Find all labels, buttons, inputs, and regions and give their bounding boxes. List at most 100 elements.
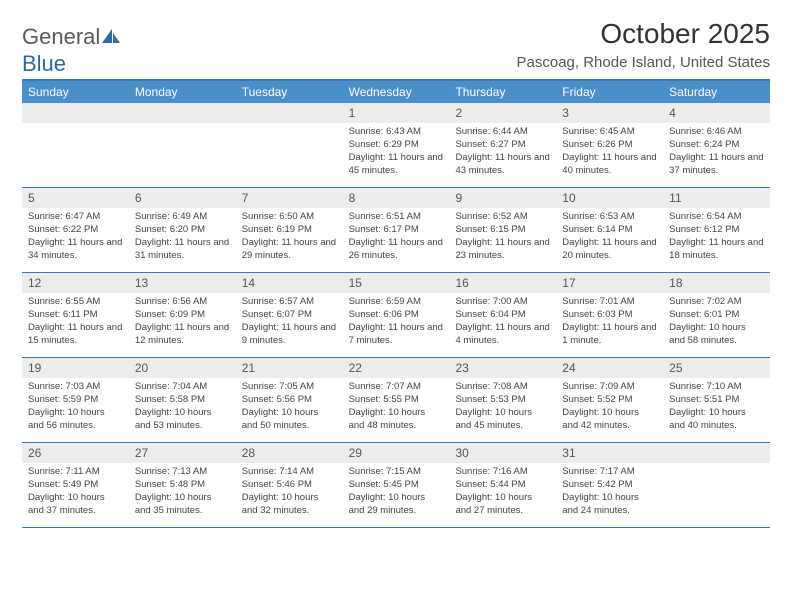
day-number: 5 <box>22 188 129 208</box>
cell-body: Sunrise: 7:02 AMSunset: 6:01 PMDaylight:… <box>663 293 770 353</box>
calendar-cell: 2Sunrise: 6:44 AMSunset: 6:27 PMDaylight… <box>449 103 556 187</box>
daylight-text: Daylight: 11 hours and 12 minutes. <box>135 322 230 348</box>
cell-body: Sunrise: 6:51 AMSunset: 6:17 PMDaylight:… <box>343 208 450 268</box>
sunset-text: Sunset: 5:58 PM <box>135 394 230 407</box>
week-row: 5Sunrise: 6:47 AMSunset: 6:22 PMDaylight… <box>22 188 770 273</box>
day-number <box>236 103 343 123</box>
calendar-cell: 26Sunrise: 7:11 AMSunset: 5:49 PMDayligh… <box>22 443 129 527</box>
calendar-cell: 27Sunrise: 7:13 AMSunset: 5:48 PMDayligh… <box>129 443 236 527</box>
week-row: 12Sunrise: 6:55 AMSunset: 6:11 PMDayligh… <box>22 273 770 358</box>
cell-body: Sunrise: 7:13 AMSunset: 5:48 PMDaylight:… <box>129 463 236 523</box>
day-number: 6 <box>129 188 236 208</box>
calendar-cell: 4 Sunrise: 6:46 AMSunset: 6:24 PMDaylight… <box>663 103 770 187</box>
day-number: 7 <box>236 188 343 208</box>
sunset-text: Sunset: 6:04 PM <box>455 309 550 322</box>
day-number: 29 <box>343 443 450 463</box>
cell-body <box>129 123 236 132</box>
sunset-text: Sunset: 6:29 PM <box>349 139 444 152</box>
sunrise-text: Sunrise: 6:57 AM <box>242 296 337 309</box>
cell-body: Sunrise: 6:55 AMSunset: 6:11 PMDaylight:… <box>22 293 129 353</box>
logo-word1: General <box>22 24 100 49</box>
calendar-cell: 30Sunrise: 7:16 AMSunset: 5:44 PMDayligh… <box>449 443 556 527</box>
sunrise-text: Sunrise: 6:51 AM <box>349 211 444 224</box>
daylight-text: Daylight: 10 hours and 53 minutes. <box>135 407 230 433</box>
calendar-cell: 1Sunrise: 6:43 AMSunset: 6:29 PMDaylight… <box>343 103 450 187</box>
day-number: 31 <box>556 443 663 463</box>
cell-body: Sunrise: 6:54 AMSunset: 6:12 PMDaylight:… <box>663 208 770 268</box>
daylight-text: Daylight: 10 hours and 27 minutes. <box>455 492 550 518</box>
calendar-cell: 21Sunrise: 7:05 AMSunset: 5:56 PMDayligh… <box>236 358 343 442</box>
day-number: 17 <box>556 273 663 293</box>
day-number: 4 <box>663 103 770 123</box>
calendar-cell: 8Sunrise: 6:51 AMSunset: 6:17 PMDaylight… <box>343 188 450 272</box>
cell-body: Sunrise: 7:10 AMSunset: 5:51 PMDaylight:… <box>663 378 770 438</box>
calendar-cell: 6Sunrise: 6:49 AMSunset: 6:20 PMDaylight… <box>129 188 236 272</box>
sunrise-text: Sunrise: 7:09 AM <box>562 381 657 394</box>
sunrise-text: Sunrise: 6:55 AM <box>28 296 123 309</box>
day-number: 30 <box>449 443 556 463</box>
cell-body: Sunrise: 7:05 AMSunset: 5:56 PMDaylight:… <box>236 378 343 438</box>
calendar-cell: 24Sunrise: 7:09 AMSunset: 5:52 PMDayligh… <box>556 358 663 442</box>
daylight-text: Daylight: 11 hours and 26 minutes. <box>349 237 444 263</box>
sunset-text: Sunset: 5:45 PM <box>349 479 444 492</box>
daylight-text: Daylight: 10 hours and 45 minutes. <box>455 407 550 433</box>
day-number: 19 <box>22 358 129 378</box>
sunset-text: Sunset: 5:52 PM <box>562 394 657 407</box>
day-header-cell: Sunday <box>22 81 129 103</box>
daylight-text: Daylight: 11 hours and 43 minutes. <box>455 152 550 178</box>
cell-body: Sunrise: 7:14 AMSunset: 5:46 PMDaylight:… <box>236 463 343 523</box>
sunrise-text: Sunrise: 7:03 AM <box>28 381 123 394</box>
sunset-text: Sunset: 5:42 PM <box>562 479 657 492</box>
logo-text: General Blue <box>22 24 122 77</box>
daylight-text: Daylight: 11 hours and 37 minutes. <box>669 152 764 178</box>
sunrise-text: Sunrise: 6:52 AM <box>455 211 550 224</box>
calendar-cell <box>129 103 236 187</box>
calendar-cell: 5Sunrise: 6:47 AMSunset: 6:22 PMDaylight… <box>22 188 129 272</box>
daylight-text: Daylight: 11 hours and 34 minutes. <box>28 237 123 263</box>
cell-body: Sunrise: 7:09 AMSunset: 5:52 PMDaylight:… <box>556 378 663 438</box>
calendar-cell <box>236 103 343 187</box>
sunrise-text: Sunrise: 7:17 AM <box>562 466 657 479</box>
sunset-text: Sunset: 6:22 PM <box>28 224 123 237</box>
daylight-text: Daylight: 11 hours and 15 minutes. <box>28 322 123 348</box>
sunset-text: Sunset: 6:24 PM <box>669 139 764 152</box>
sunset-text: Sunset: 6:03 PM <box>562 309 657 322</box>
daylight-text: Daylight: 11 hours and 45 minutes. <box>349 152 444 178</box>
sunrise-text: Sunrise: 7:15 AM <box>349 466 444 479</box>
sunrise-text: Sunrise: 6:56 AM <box>135 296 230 309</box>
daylight-text: Daylight: 10 hours and 40 minutes. <box>669 407 764 433</box>
day-number <box>129 103 236 123</box>
day-number <box>663 443 770 463</box>
cell-body: Sunrise: 7:16 AMSunset: 5:44 PMDaylight:… <box>449 463 556 523</box>
daylight-text: Daylight: 10 hours and 48 minutes. <box>349 407 444 433</box>
sunset-text: Sunset: 5:44 PM <box>455 479 550 492</box>
day-header-row: SundayMondayTuesdayWednesdayThursdayFrid… <box>22 81 770 103</box>
sunrise-text: Sunrise: 6:46 AM <box>669 126 764 139</box>
sunrise-text: Sunrise: 7:13 AM <box>135 466 230 479</box>
daylight-text: Daylight: 11 hours and 31 minutes. <box>135 237 230 263</box>
sunrise-text: Sunrise: 7:10 AM <box>669 381 764 394</box>
day-header-cell: Tuesday <box>236 81 343 103</box>
calendar-cell: 16Sunrise: 7:00 AMSunset: 6:04 PMDayligh… <box>449 273 556 357</box>
sunset-text: Sunset: 6:19 PM <box>242 224 337 237</box>
sunset-text: Sunset: 5:46 PM <box>242 479 337 492</box>
daylight-text: Daylight: 11 hours and 7 minutes. <box>349 322 444 348</box>
day-number: 20 <box>129 358 236 378</box>
calendar-cell: 20Sunrise: 7:04 AMSunset: 5:58 PMDayligh… <box>129 358 236 442</box>
sunset-text: Sunset: 5:51 PM <box>669 394 764 407</box>
sunset-text: Sunset: 6:01 PM <box>669 309 764 322</box>
daylight-text: Daylight: 10 hours and 56 minutes. <box>28 407 123 433</box>
sunset-text: Sunset: 5:59 PM <box>28 394 123 407</box>
calendar-cell: 13Sunrise: 6:56 AMSunset: 6:09 PMDayligh… <box>129 273 236 357</box>
sunrise-text: Sunrise: 6:53 AM <box>562 211 657 224</box>
day-number: 9 <box>449 188 556 208</box>
cell-body: Sunrise: 6:50 AMSunset: 6:19 PMDaylight:… <box>236 208 343 268</box>
sunset-text: Sunset: 6:14 PM <box>562 224 657 237</box>
daylight-text: Daylight: 10 hours and 32 minutes. <box>242 492 337 518</box>
title-block: October 2025 Pascoag, Rhode Island, Unit… <box>517 18 771 75</box>
day-number: 1 <box>343 103 450 123</box>
daylight-text: Daylight: 11 hours and 23 minutes. <box>455 237 550 263</box>
weeks-container: 1Sunrise: 6:43 AMSunset: 6:29 PMDaylight… <box>22 103 770 528</box>
sunrise-text: Sunrise: 7:14 AM <box>242 466 337 479</box>
sunrise-text: Sunrise: 7:05 AM <box>242 381 337 394</box>
